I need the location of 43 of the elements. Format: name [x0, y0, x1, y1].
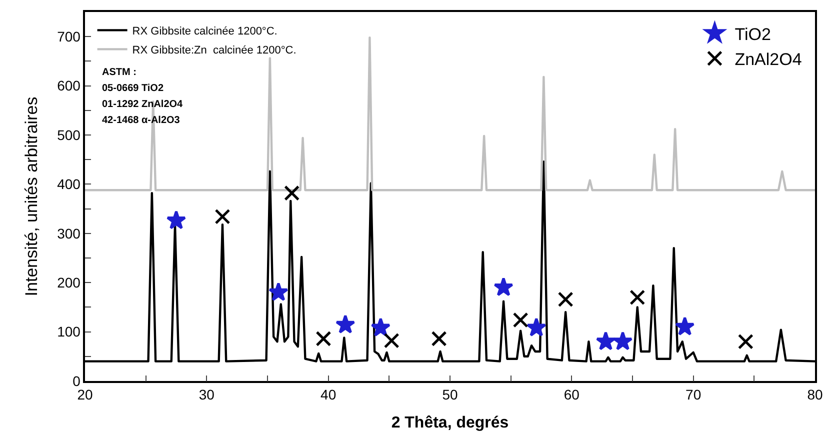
legend-label: ZnAl2O4	[734, 50, 802, 69]
x-tick-label: 50	[442, 386, 458, 403]
x-tick-label: 80	[807, 386, 823, 403]
x-tick-label: 20	[77, 386, 93, 403]
point	[268, 282, 288, 302]
point	[630, 290, 646, 306]
point	[316, 330, 332, 346]
point	[674, 316, 695, 336]
annotation: ASTM :	[102, 67, 136, 78]
legend-label: RX Gibbsite calcinée 1200°C.	[132, 25, 278, 38]
y-tick-label: 700	[57, 28, 81, 44]
annotation: 01-1292 ZnAl2O4	[102, 99, 184, 110]
point	[526, 318, 546, 336]
point	[558, 292, 574, 308]
legend-label: TiO2	[734, 24, 771, 44]
legend-label: RX Gibbsite:Zn calcinée 1200°C.	[132, 44, 296, 56]
x-tick-label: 60	[564, 386, 580, 403]
y-tick-label: 500	[57, 126, 81, 143]
annotation: 05-0669 TiO2	[102, 83, 164, 94]
point	[284, 185, 300, 201]
y-tick-label: 600	[57, 78, 81, 94]
point	[370, 318, 391, 336]
point	[494, 277, 514, 296]
y-tick-label: 300	[57, 225, 81, 242]
point	[384, 332, 400, 348]
point	[512, 312, 528, 328]
y-tick-label: 100	[57, 324, 81, 340]
y-tick-label: 0	[72, 372, 81, 389]
point	[214, 208, 230, 224]
y-axis-title: Intensité, unités arbitraires	[22, 96, 42, 296]
point	[431, 330, 447, 346]
x-tick-label: 40	[320, 386, 336, 403]
annotation: 42-1468 α-Al2O3	[102, 115, 180, 126]
point	[612, 331, 633, 350]
point	[335, 314, 356, 334]
point	[166, 210, 186, 230]
point	[596, 331, 616, 350]
y-tick-label: 200	[57, 274, 81, 290]
x-tick-label: 30	[198, 386, 215, 403]
x-axis-title: 2 Thêta, degrés	[391, 414, 509, 432]
x-tick-label: 70	[686, 386, 702, 403]
y-tick-label: 400	[57, 176, 81, 192]
point	[738, 334, 754, 350]
